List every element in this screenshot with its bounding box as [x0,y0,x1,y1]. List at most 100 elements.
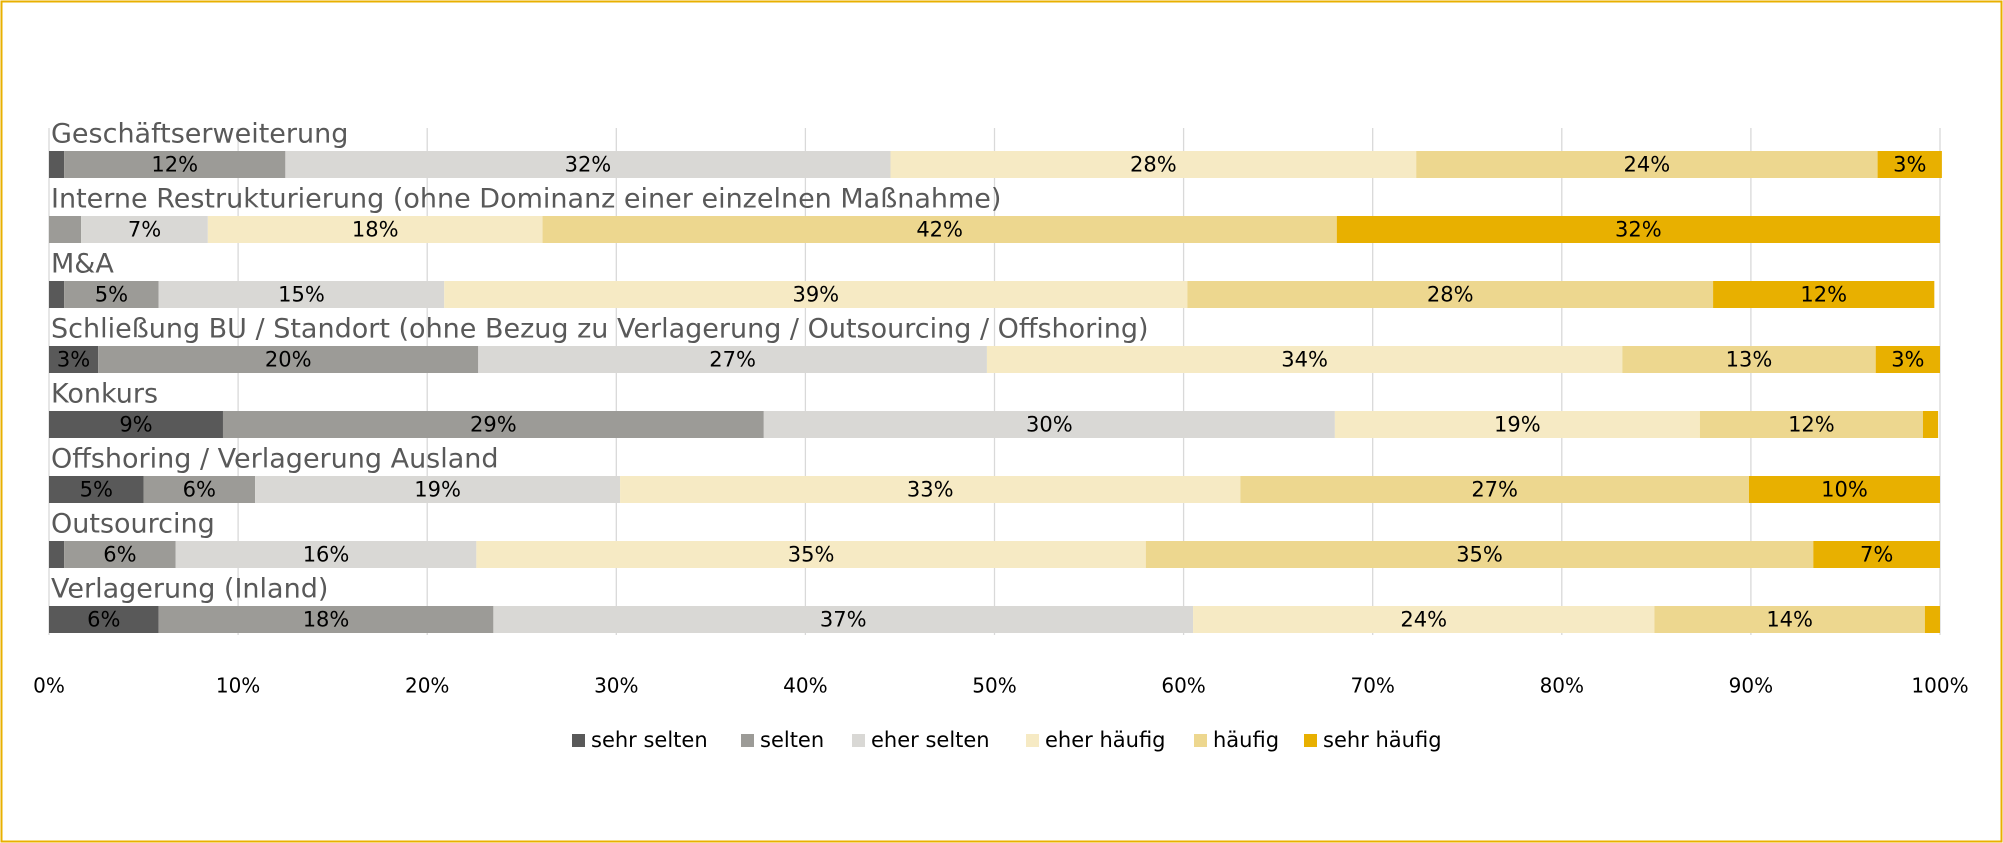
legend-label: selten [760,728,824,752]
category-label: Outsourcing [51,509,215,540]
data-label: 15% [278,283,325,307]
legend-swatch [1194,734,1207,747]
data-label: 19% [414,478,461,502]
bar-segment [1713,281,1935,308]
x-tick-label: 10% [216,674,260,698]
legend-swatch [1304,734,1317,747]
data-label: 20% [265,348,312,372]
bar-segment [175,541,477,568]
legend-label: eher häufig [1045,728,1166,752]
bar-segment [1240,476,1750,503]
bar-segment [542,216,1337,243]
bar-segment [98,346,479,373]
x-tick-label: 50% [972,674,1016,698]
data-label: 5% [80,478,113,502]
bar-segment [1193,606,1655,633]
bar-segment [1922,411,1939,438]
data-label: 7% [1860,543,1893,567]
data-label: 35% [788,543,835,567]
legend-swatch [852,734,865,747]
bar-segment [222,411,764,438]
bar-segment [49,151,65,178]
x-tick-label: 70% [1350,674,1394,698]
bar-segment [207,216,543,243]
data-label: 3% [1893,153,1926,177]
data-label: 12% [1788,413,1835,437]
bar-segment [1416,151,1878,178]
bar-segment [1749,476,1940,503]
bar-segment [1654,606,1925,633]
bar-segment [478,346,987,373]
bar-segment [49,281,65,308]
bar-segment [1877,151,1942,178]
bar-segment [285,151,891,178]
data-label: 14% [1766,608,1813,632]
bar-segment [1145,541,1814,568]
data-label: 35% [1456,543,1503,567]
data-label: 18% [303,608,350,632]
x-tick-label: 80% [1540,674,1584,698]
category-label: M&A [51,249,114,280]
legend-label: eher selten [871,728,990,752]
x-tick-label: 30% [594,674,638,698]
bar-segment [255,476,621,503]
x-tick-label: 20% [405,674,449,698]
data-label: 6% [103,543,136,567]
data-label: 16% [303,543,350,567]
data-label: 28% [1130,153,1177,177]
data-label: 32% [1615,218,1662,242]
data-label: 12% [151,153,198,177]
legend-swatch [741,734,754,747]
data-label: 7% [128,218,161,242]
legend-swatch [1026,734,1039,747]
category-label: Schließung BU / Standort (ohne Bezug zu … [51,314,1149,345]
data-label: 3% [1891,348,1924,372]
x-tick-label: 60% [1161,674,1205,698]
legend-label: sehr selten [591,728,708,752]
data-label: 24% [1400,608,1447,632]
bar-segment [158,606,494,633]
bar-segment [49,346,99,373]
category-label: Verlagerung (Inland) [51,574,328,605]
data-label: 32% [565,153,612,177]
data-label: 12% [1800,283,1847,307]
data-label: 33% [907,478,954,502]
bar-segment [763,411,1335,438]
data-label: 30% [1026,413,1073,437]
bar-segment [1813,541,1940,568]
bar-segment [158,281,445,308]
x-tick-label: 90% [1729,674,1773,698]
bar-segment [620,476,1241,503]
data-label: 6% [183,478,216,502]
bar-segment [986,346,1623,373]
data-label: 37% [820,608,867,632]
bar-segment [81,216,208,243]
bar-segment [49,216,82,243]
bar-segment [1622,346,1876,373]
data-label: 3% [57,348,90,372]
x-tick-label: 0% [33,674,65,698]
bar-segment [49,541,65,568]
category-label: Konkurs [51,379,158,410]
bar-segment [1336,216,1940,243]
data-label: 42% [916,218,963,242]
category-label: Offshoring / Verlagerung Ausland [51,444,499,475]
data-label: 27% [1471,478,1518,502]
data-label: 24% [1624,153,1671,177]
data-label: 10% [1821,478,1868,502]
data-label: 28% [1427,283,1474,307]
legend-swatch [572,734,585,747]
data-label: 34% [1281,348,1328,372]
legend-label: häufig [1213,728,1279,752]
data-label: 27% [709,348,756,372]
data-label: 19% [1494,413,1541,437]
bar-segment [476,541,1146,568]
bar-segment [64,281,159,308]
data-label: 6% [87,608,120,632]
data-label: 13% [1726,348,1773,372]
legend-label: sehr häufig [1323,728,1442,752]
x-tick-label: 40% [783,674,827,698]
data-label: 18% [352,218,399,242]
data-label: 9% [119,413,152,437]
